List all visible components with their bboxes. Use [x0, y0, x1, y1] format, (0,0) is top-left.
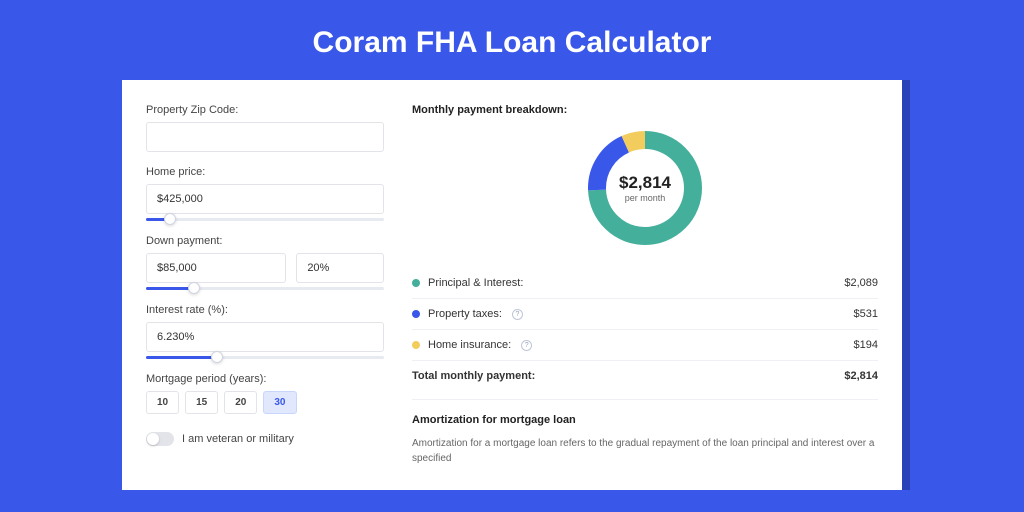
donut-amount: $2,814 [619, 173, 671, 193]
home-price-slider[interactable] [146, 218, 384, 221]
total-value: $2,814 [844, 370, 878, 382]
breakdown-column: Monthly payment breakdown: $2,814 per mo… [412, 104, 878, 490]
total-label: Total monthly payment: [412, 370, 535, 382]
veteran-toggle[interactable] [146, 432, 174, 446]
down-payment-input[interactable] [146, 253, 286, 283]
home-price-input[interactable] [146, 184, 384, 214]
down-payment-label: Down payment: [146, 235, 384, 247]
page-title: Coram FHA Loan Calculator [0, 0, 1024, 80]
donut-center: $2,814 per month [583, 126, 707, 250]
inputs-column: Property Zip Code: Home price: Down paym… [146, 104, 384, 490]
legend-dot [412, 310, 420, 318]
amortization-title: Amortization for mortgage loan [412, 414, 878, 426]
period-button-20[interactable]: 20 [224, 391, 257, 414]
calculator-card: Property Zip Code: Home price: Down paym… [122, 80, 902, 490]
donut-chart: $2,814 per month [583, 126, 707, 250]
period-button-group: 10 15 20 30 [146, 391, 384, 414]
down-payment-slider[interactable] [146, 287, 384, 290]
interest-rate-field: Interest rate (%): [146, 304, 384, 359]
legend-row-tax: Property taxes:? $531 [412, 299, 878, 330]
down-payment-field: Down payment: [146, 235, 384, 290]
donut-sub: per month [625, 193, 666, 203]
info-icon[interactable]: ? [521, 340, 532, 351]
zip-field: Property Zip Code: [146, 104, 384, 152]
legend-row-ins: Home insurance:? $194 [412, 330, 878, 361]
period-button-10[interactable]: 10 [146, 391, 179, 414]
zip-label: Property Zip Code: [146, 104, 384, 116]
zip-input[interactable] [146, 122, 384, 152]
legend-dot [412, 341, 420, 349]
period-button-15[interactable]: 15 [185, 391, 218, 414]
period-field: Mortgage period (years): 10 15 20 30 [146, 373, 384, 414]
veteran-label: I am veteran or military [182, 433, 294, 445]
interest-rate-input[interactable] [146, 322, 384, 352]
info-icon[interactable]: ? [512, 309, 523, 320]
legend-label: Home insurance: [428, 339, 511, 351]
legend-value: $531 [854, 308, 878, 320]
legend-value: $194 [854, 339, 878, 351]
legend-value: $2,089 [844, 277, 878, 289]
legend-dot [412, 279, 420, 287]
down-payment-pct-input[interactable] [296, 253, 384, 283]
amortization-text: Amortization for a mortgage loan refers … [412, 436, 878, 466]
legend-label: Principal & Interest: [428, 277, 523, 289]
breakdown-legend: Principal & Interest: $2,089 Property taxe… [412, 268, 878, 391]
legend-row-total: Total monthly payment: $2,814 [412, 361, 878, 391]
veteran-row: I am veteran or military [146, 432, 384, 446]
legend-label: Property taxes: [428, 308, 502, 320]
home-price-field: Home price: [146, 166, 384, 221]
interest-rate-slider[interactable] [146, 356, 384, 359]
period-button-30[interactable]: 30 [263, 391, 296, 414]
home-price-label: Home price: [146, 166, 384, 178]
period-label: Mortgage period (years): [146, 373, 384, 385]
amortization-section: Amortization for mortgage loan Amortizat… [412, 399, 878, 466]
interest-rate-label: Interest rate (%): [146, 304, 384, 316]
legend-row-pi: Principal & Interest: $2,089 [412, 268, 878, 299]
donut-chart-wrap: $2,814 per month [412, 126, 878, 250]
breakdown-title: Monthly payment breakdown: [412, 104, 878, 116]
